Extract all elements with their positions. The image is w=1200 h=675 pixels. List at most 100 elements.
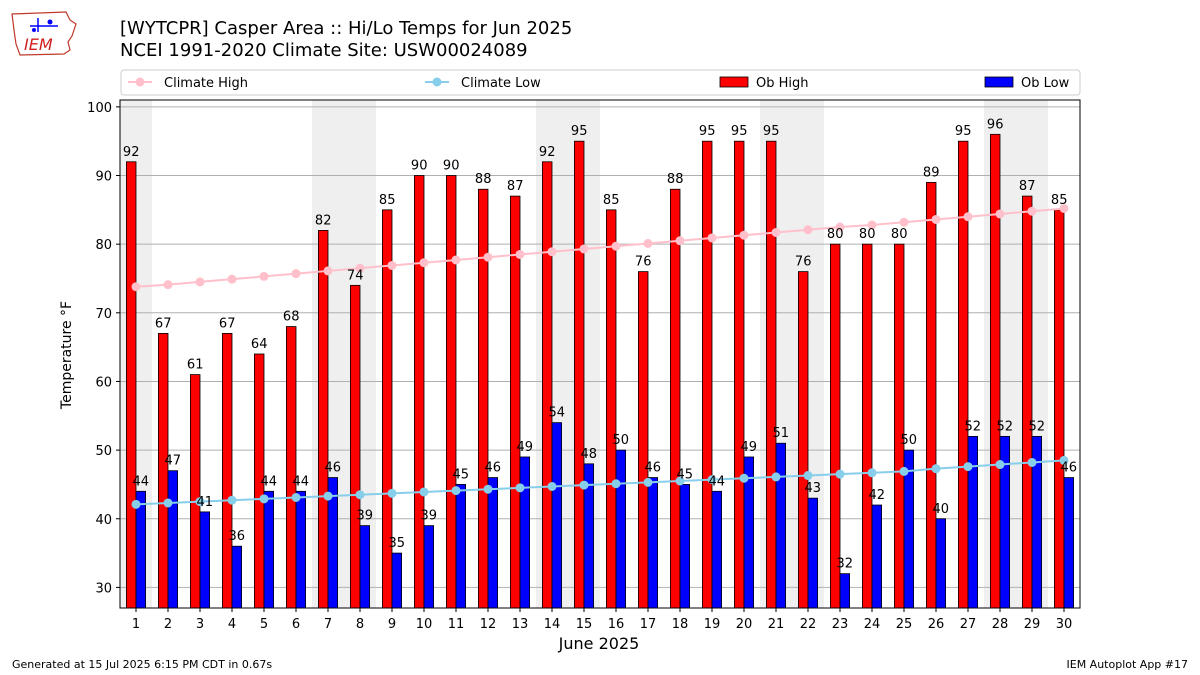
ob-high-bar — [894, 243, 905, 609]
ob-low-bar — [167, 470, 179, 609]
x-tick-label: 7 — [324, 617, 332, 632]
x-tick-label: 29 — [1024, 617, 1041, 632]
ob-high-bar — [606, 209, 617, 609]
ob-high-bar — [1054, 209, 1065, 609]
climate-low-point — [963, 462, 973, 472]
ob-low-value-label: 45 — [677, 467, 694, 482]
climate-low-point — [867, 468, 877, 478]
x-tick-label: 1 — [132, 617, 140, 632]
climate-low-point — [739, 473, 749, 483]
ob-high-bar — [445, 175, 457, 609]
climate-high-point — [483, 252, 493, 262]
ob-low-value-label: 52 — [1029, 419, 1046, 434]
climate-low-point — [771, 472, 781, 482]
ob-low-value-label: 48 — [581, 447, 598, 462]
ob-high-value-label: 95 — [955, 124, 972, 139]
ob-high-value-label: 80 — [827, 227, 844, 242]
ob-low-value-label: 46 — [485, 461, 502, 476]
ob-low-value-label: 52 — [997, 419, 1014, 434]
ob-high-value-label: 90 — [443, 159, 460, 174]
ob-high-bar — [349, 284, 361, 609]
climate-low-point — [675, 476, 685, 486]
title-line-2: NCEI 1991-2020 Climate Site: USW00024089 — [120, 40, 528, 61]
ob-low-value-label: 35 — [389, 536, 406, 551]
y-tick-label: 60 — [95, 375, 112, 390]
x-tick-label: 15 — [576, 617, 593, 632]
ob-high-value-label: 95 — [699, 124, 716, 139]
ob-high-bar — [990, 133, 1001, 609]
y-tick-label: 70 — [95, 307, 112, 322]
ob-low-bar — [615, 449, 627, 609]
ob-high-value-label: 80 — [891, 227, 908, 242]
ob-low-bar — [679, 484, 691, 609]
legend-box — [120, 69, 1081, 96]
x-tick-label: 13 — [512, 617, 529, 632]
ob-low-value-label: 43 — [805, 481, 822, 496]
y-tick-label: 80 — [95, 238, 112, 253]
ob-high-bar — [798, 271, 809, 609]
x-tick-label: 8 — [356, 617, 364, 632]
ob-high-bar — [542, 161, 553, 609]
ob-low-bar — [263, 490, 275, 609]
chart-title: [WYTCPR] Casper Area :: Hi/Lo Temps for … — [120, 18, 572, 62]
climate-high-point — [611, 241, 621, 251]
x-tick-label: 12 — [480, 617, 497, 632]
ob-high-value-label: 96 — [987, 117, 1004, 132]
x-tick-label: 28 — [992, 617, 1009, 632]
ob-low-bar — [199, 511, 211, 609]
climate-low-point — [611, 479, 621, 489]
ob-low-value-label: 45 — [453, 467, 470, 482]
ob-low-bar — [295, 490, 307, 609]
climate-low-point — [323, 491, 333, 501]
ob-high-bar — [958, 140, 969, 609]
x-tick-label: 21 — [768, 617, 785, 632]
ob-high-bar — [221, 333, 233, 609]
ob-low-bar — [231, 545, 243, 609]
ob-high-value-label: 87 — [507, 179, 524, 194]
climate-low-point — [451, 486, 461, 496]
climate-low-point — [931, 464, 941, 474]
ob-low-bar — [935, 518, 947, 609]
legend-marker — [135, 77, 145, 87]
ob-high-value-label: 95 — [571, 124, 588, 139]
ob-low-value-label: 39 — [421, 509, 438, 524]
ob-high-value-label: 92 — [539, 145, 556, 160]
ob-low-value-label: 46 — [325, 461, 342, 476]
x-tick-label: 3 — [196, 617, 204, 632]
legend: Climate High Climate Low Ob High Ob Low — [120, 69, 1081, 96]
ob-low-value-label: 44 — [133, 474, 150, 489]
ob-low-value-label: 50 — [613, 433, 630, 448]
climate-high-line — [135, 207, 1065, 288]
ob-low-value-label: 44 — [293, 474, 310, 489]
x-tick-label: 30 — [1056, 617, 1073, 632]
climate-low-point — [995, 460, 1005, 470]
ob-high-bar — [157, 333, 169, 609]
x-tick-label: 2 — [164, 617, 172, 632]
ob-high-bar — [126, 161, 137, 609]
climate-high-point — [1027, 206, 1037, 216]
generated-footer: Generated at 15 Jul 2025 6:15 PM CDT in … — [12, 658, 273, 671]
ob-low-bar — [807, 497, 819, 609]
climate-low-point — [707, 475, 717, 485]
climate-high-point — [291, 269, 301, 279]
climate-high-point — [195, 277, 205, 287]
climate-low-point — [483, 484, 493, 494]
y-tick-label: 40 — [95, 513, 112, 528]
ob-low-value-label: 54 — [549, 406, 566, 421]
climate-low-point — [1059, 455, 1069, 465]
climate-high-point — [931, 214, 941, 224]
x-tick-label: 25 — [896, 617, 913, 632]
ob-low-value-label: 44 — [261, 474, 278, 489]
ob-low-value-label: 47 — [165, 454, 182, 469]
ob-low-bar — [1063, 477, 1075, 609]
climate-lines — [131, 203, 1069, 509]
climate-high-point — [547, 247, 557, 257]
legend-label: Ob High — [756, 76, 809, 91]
logo-text: IEM — [24, 35, 53, 54]
climate-high-point — [899, 217, 909, 227]
x-tick-label: 20 — [736, 617, 753, 632]
climate-low-point — [419, 487, 429, 497]
ob-low-value-label: 50 — [901, 433, 918, 448]
ob-low-bar — [967, 435, 979, 609]
